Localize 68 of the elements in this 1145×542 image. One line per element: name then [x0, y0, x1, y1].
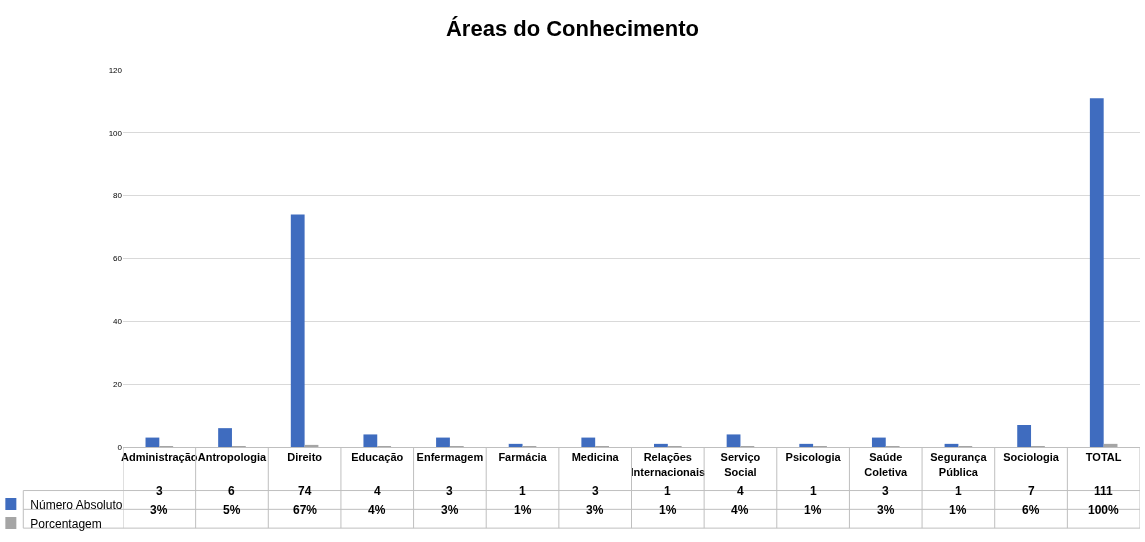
data-label: 111 [1094, 484, 1114, 498]
bar [508, 443, 523, 447]
data-label: 5% [223, 503, 241, 517]
x-tick-label: Enfermagem [416, 451, 484, 464]
data-label: 3 [592, 484, 599, 498]
x-tick-label: Antropologia [197, 451, 268, 464]
data-label: 1% [804, 503, 822, 517]
x-tick-label: Saúde Coletiva [864, 451, 909, 478]
data-label: 3% [150, 503, 168, 517]
y-tick-label: 100 [108, 128, 123, 138]
bar [799, 443, 814, 447]
data-label: 3 [882, 484, 889, 498]
y-tick-label: 80 [113, 191, 123, 201]
x-tick-label: Psicologia [785, 451, 842, 464]
data-label: 74 [298, 484, 312, 498]
bar [1103, 443, 1118, 447]
x-tick-label: Educação [351, 451, 404, 464]
bar [581, 437, 596, 447]
x-tick-label: Administração [121, 451, 198, 464]
x-tick-label: Farmácia [498, 451, 548, 464]
data-label: 6 [228, 484, 235, 498]
bar [871, 437, 886, 447]
x-tick-label: Segurança Pública [930, 451, 988, 478]
bar [145, 437, 160, 447]
data-label: 3 [446, 484, 453, 498]
bar [944, 443, 959, 447]
chart-title: Áreas do Conhecimento [445, 15, 700, 41]
y-tick-label: 20 [113, 379, 123, 389]
data-label: 1 [810, 484, 817, 498]
data-label: 67% [293, 503, 318, 517]
bar [290, 214, 305, 447]
bar [363, 434, 378, 447]
data-label: 3% [441, 503, 459, 517]
data-label: 3% [877, 503, 895, 517]
x-tick-label: Relações Internacionais [630, 451, 706, 478]
data-label: 4% [368, 503, 386, 517]
y-tick-label: 0 [117, 442, 123, 452]
y-tick-label: 120 [108, 65, 123, 75]
x-tick-label: TOTAL [1085, 451, 1122, 464]
bar [726, 434, 741, 447]
data-label: 6% [1022, 503, 1040, 517]
data-label: 1% [949, 503, 967, 517]
bar [1089, 98, 1104, 447]
x-tick-label: Serviço Social [720, 451, 761, 478]
bar [304, 444, 319, 447]
bar [1017, 425, 1032, 447]
bar [218, 428, 232, 447]
data-label: 1 [955, 484, 962, 498]
legend-label: Porcentagem [30, 516, 102, 531]
y-tick-label: 60 [113, 254, 123, 264]
data-label: 1% [514, 503, 532, 517]
data-label: 3 [156, 484, 163, 498]
data-label: 1 [519, 484, 526, 498]
bar [654, 443, 668, 447]
data-label: 4 [737, 484, 744, 498]
data-label: 1% [659, 503, 677, 517]
data-label: 7 [1028, 484, 1035, 498]
y-tick-label: 40 [113, 317, 123, 327]
x-tick-label: Sociologia [1003, 451, 1060, 464]
legend-label: Número Absoluto [30, 497, 123, 512]
data-label: 4% [731, 503, 749, 517]
data-label: 4 [374, 484, 381, 498]
data-label: 100% [1088, 503, 1120, 517]
bar [436, 437, 450, 447]
data-label: 1 [664, 484, 671, 498]
x-tick-label: Direito [287, 451, 323, 464]
data-label: 3% [586, 503, 604, 517]
x-tick-label: Medicina [571, 451, 620, 464]
